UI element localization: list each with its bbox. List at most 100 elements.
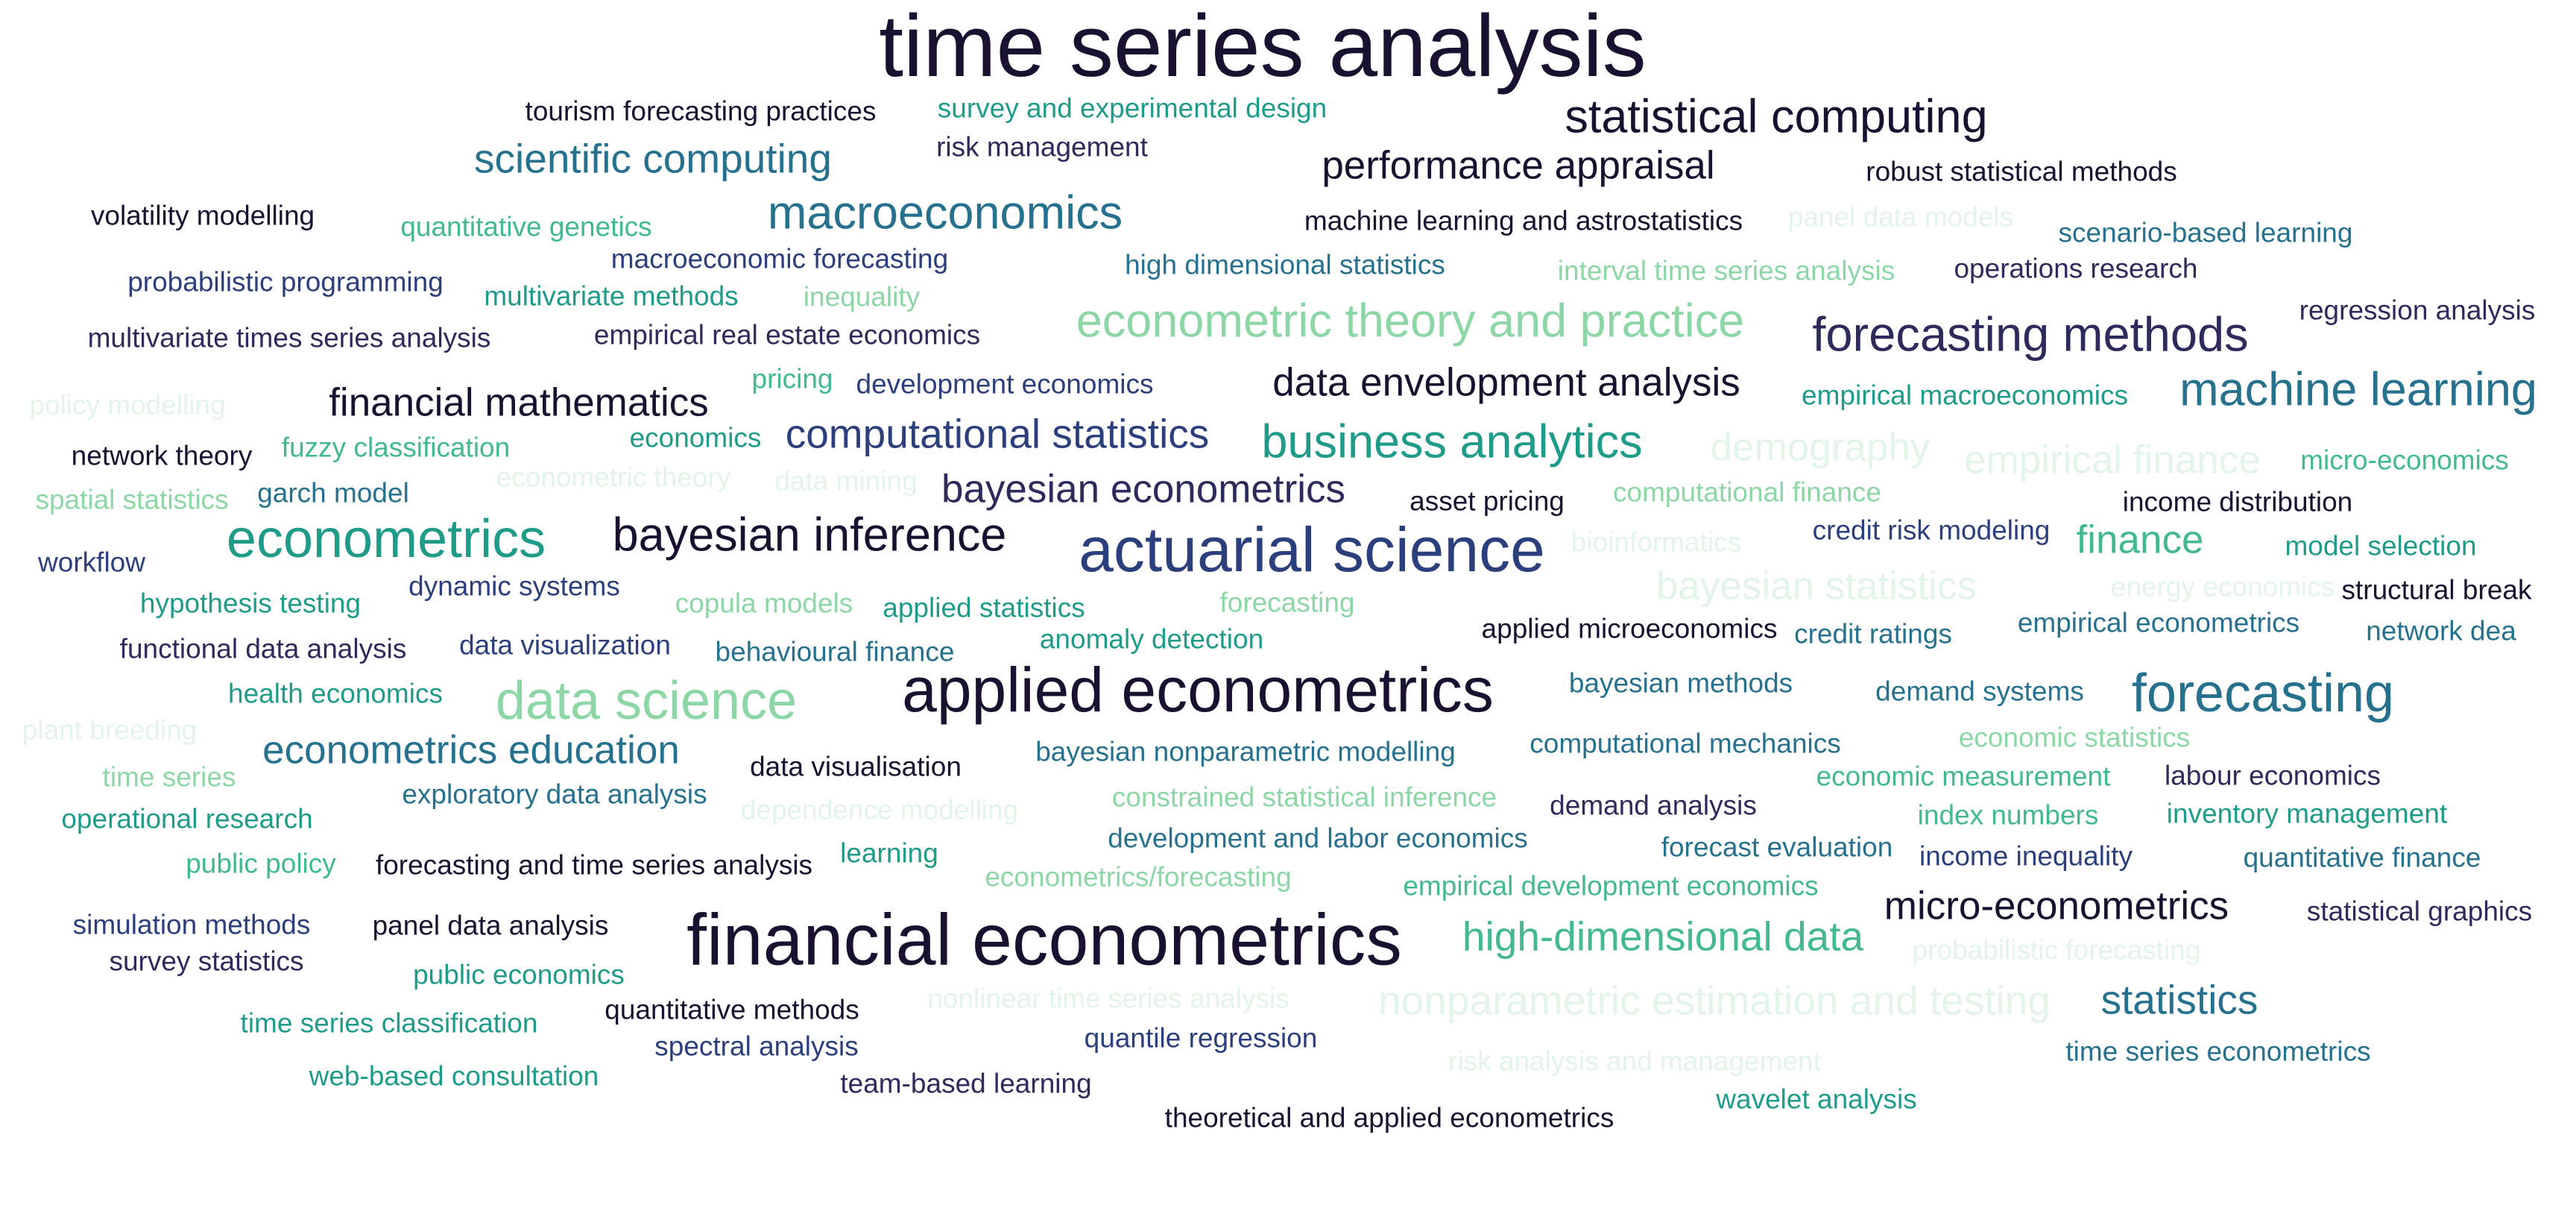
word-term: demand systems bbox=[1875, 676, 2084, 707]
word-term: macroeconomics bbox=[767, 186, 1123, 239]
word-term: empirical development economics bbox=[1403, 870, 1819, 902]
word-term: financial mathematics bbox=[329, 380, 709, 425]
word-term: micro-economics bbox=[2300, 444, 2509, 476]
word-term: labour economics bbox=[2165, 760, 2381, 791]
word-term: empirical real estate economics bbox=[593, 319, 981, 350]
word-term: dynamic systems bbox=[408, 570, 620, 602]
word-term: econometrics education bbox=[262, 728, 680, 773]
word-term: policy modelling bbox=[29, 389, 226, 421]
word-term: econometrics bbox=[226, 509, 546, 569]
word-term: computational statistics bbox=[785, 410, 1210, 457]
word-term: learning bbox=[840, 837, 938, 869]
word-term: performance appraisal bbox=[1322, 143, 1715, 188]
word-term: probabilistic forecasting bbox=[1912, 934, 2201, 966]
word-term: high dimensional statistics bbox=[1125, 249, 1445, 280]
word-term: credit risk modeling bbox=[1812, 515, 2051, 546]
word-term: quantitative finance bbox=[2243, 842, 2481, 873]
word-term: machine learning bbox=[2179, 363, 2537, 416]
word-term: anomaly detection bbox=[1039, 623, 1264, 655]
word-term: pricing bbox=[751, 363, 833, 394]
word-term: spectral analysis bbox=[654, 1031, 859, 1062]
word-term: constrained statistical inference bbox=[1111, 781, 1497, 813]
word-term: econometric theory bbox=[496, 462, 731, 493]
word-term: spatial statistics bbox=[35, 484, 229, 515]
word-term: data visualisation bbox=[750, 751, 962, 782]
word-term: risk management bbox=[936, 131, 1148, 163]
word-term: high-dimensional data bbox=[1462, 913, 1864, 960]
word-term: statistical graphics bbox=[2306, 896, 2533, 927]
word-term: theoretical and applied econometrics bbox=[1164, 1102, 1614, 1133]
word-term: bayesian statistics bbox=[1655, 564, 1977, 608]
word-term: finance bbox=[2076, 518, 2204, 562]
word-term: health economics bbox=[228, 678, 443, 709]
word-term: scientific computing bbox=[474, 135, 832, 182]
word-term: computational finance bbox=[1613, 476, 1881, 508]
word-term: data science bbox=[495, 671, 798, 731]
word-term: development economics bbox=[856, 368, 1154, 400]
word-term: time series classification bbox=[240, 1007, 538, 1039]
word-term: behavioural finance bbox=[715, 636, 955, 667]
word-term: micro-econometrics bbox=[1884, 884, 2229, 928]
word-term: quantitative methods bbox=[604, 994, 859, 1025]
word-term: statistical computing bbox=[1565, 90, 1988, 143]
word-term: forecast evaluation bbox=[1661, 831, 1893, 863]
word-term: applied statistics bbox=[883, 592, 1085, 623]
word-term: scenario-based learning bbox=[2058, 217, 2353, 248]
word-term: forecasting and time series analysis bbox=[375, 849, 813, 881]
word-term: economic statistics bbox=[1958, 722, 2191, 753]
word-term: risk analysis and management bbox=[1448, 1045, 1821, 1077]
word-term: nonparametric estimation and testing bbox=[1378, 977, 2051, 1024]
word-term: survey statistics bbox=[109, 946, 304, 977]
word-term: credit ratings bbox=[1794, 618, 1952, 649]
word-term: economics bbox=[629, 422, 762, 453]
word-term: demography bbox=[1710, 425, 1931, 470]
word-term: actuarial science bbox=[1079, 515, 1545, 585]
word-term: income distribution bbox=[2122, 486, 2353, 518]
word-term: operations research bbox=[1954, 253, 2198, 284]
word-term: team-based learning bbox=[840, 1068, 1092, 1099]
word-term: bioinformatics bbox=[1570, 526, 1742, 558]
word-term: panel data analysis bbox=[372, 910, 609, 941]
word-term: statistics bbox=[2100, 976, 2258, 1023]
word-term: macroeconomic forecasting bbox=[610, 243, 949, 274]
word-term: structural break bbox=[2341, 574, 2532, 605]
word-term: financial econometrics bbox=[686, 899, 1402, 981]
word-term: business analytics bbox=[1261, 415, 1643, 468]
word-term: development and labor economics bbox=[1108, 822, 1528, 854]
word-term: forecasting methods bbox=[1812, 306, 2249, 362]
word-term: quantitative genetics bbox=[400, 211, 652, 242]
word-term: data envelopment analysis bbox=[1272, 360, 1740, 405]
word-term: inventory management bbox=[2166, 798, 2448, 829]
word-term: empirical econometrics bbox=[2017, 607, 2300, 638]
word-term: demand analysis bbox=[1550, 790, 1757, 821]
word-term: asset pricing bbox=[1409, 485, 1565, 517]
word-term: exploratory data analysis bbox=[402, 778, 707, 810]
word-term: machine learning and astrostatistics bbox=[1304, 205, 1743, 236]
word-term: empirical macroeconomics bbox=[1802, 380, 2128, 411]
word-term: multivariate methods bbox=[484, 280, 739, 312]
word-term: workflow bbox=[38, 547, 145, 578]
word-term: tourism forecasting practices bbox=[525, 95, 877, 127]
word-term: quantile regression bbox=[1084, 1022, 1318, 1054]
word-term: network dea bbox=[2366, 615, 2516, 647]
word-term: forecasting bbox=[2131, 664, 2395, 723]
word-term: plant breeding bbox=[22, 714, 198, 746]
word-term: volatility modelling bbox=[90, 200, 315, 231]
word-term: index numbers bbox=[1917, 799, 2099, 831]
word-term: applied microeconomics bbox=[1481, 613, 1778, 644]
word-term: multivariate times series analysis bbox=[87, 322, 491, 353]
word-term: survey and experimental design bbox=[937, 92, 1328, 124]
word-term: time series econometrics bbox=[2065, 1036, 2371, 1067]
word-term: dependence modelling bbox=[740, 794, 1019, 825]
word-term: web-based consultation bbox=[309, 1060, 599, 1092]
word-term: inequality bbox=[803, 281, 921, 312]
word-term: energy economics bbox=[2110, 571, 2335, 603]
word-term: bayesian methods bbox=[1568, 667, 1793, 699]
word-term: bayesian inference bbox=[612, 509, 1007, 561]
word-term: econometric theory and practice bbox=[1076, 295, 1745, 347]
word-term: computational mechanics bbox=[1530, 728, 1841, 759]
word-term: time series analysis bbox=[879, 0, 1647, 95]
word-term: fuzzy classification bbox=[281, 432, 511, 463]
word-term: regression analysis bbox=[2299, 295, 2536, 326]
word-term: probabilistic programming bbox=[127, 266, 443, 298]
